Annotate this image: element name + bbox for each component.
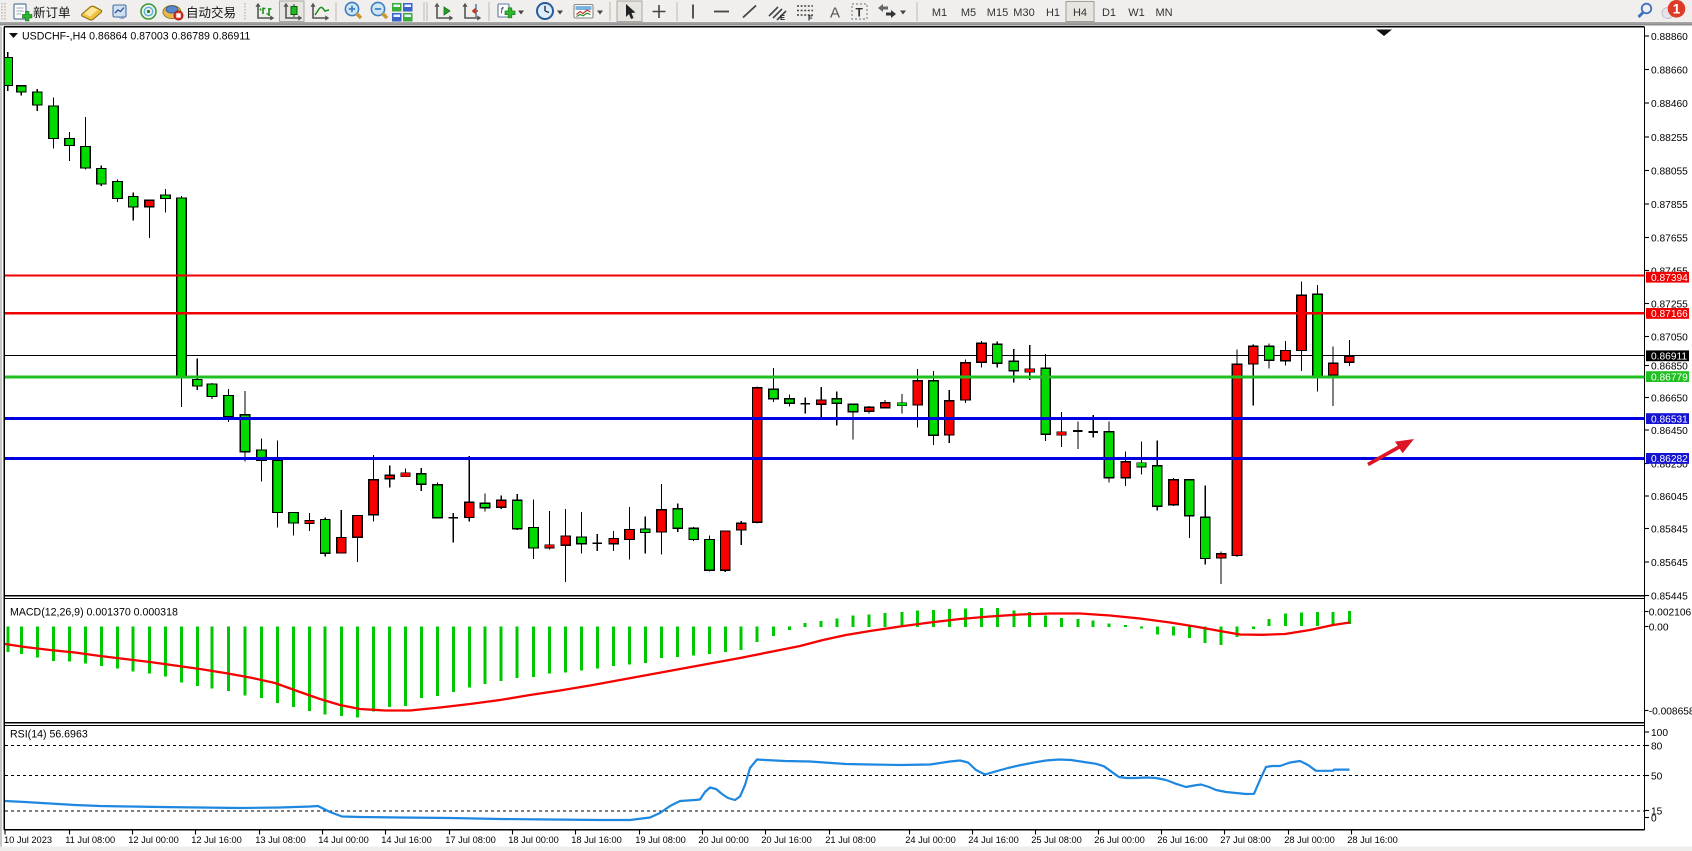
svg-text:0.87166: 0.87166 [1651,309,1688,320]
svg-text:0.002106: 0.002106 [1649,607,1692,618]
svg-text:A: A [830,5,840,22]
svg-text:F: F [808,14,813,23]
svg-text:新订单: 新订单 [33,5,71,20]
svg-text:0.85445: 0.85445 [1651,591,1688,602]
svg-text:T: T [856,6,864,20]
svg-text:10 Jul 2023: 10 Jul 2023 [4,835,52,845]
svg-text:0.86282: 0.86282 [1651,454,1688,465]
svg-text:RSI(14) 56.6963: RSI(14) 56.6963 [10,729,88,741]
svg-text:0.85645: 0.85645 [1651,558,1688,569]
svg-text:f: f [501,6,505,16]
svg-text:26 Jul 00:00: 26 Jul 00:00 [1094,835,1145,845]
svg-text:0.86850: 0.86850 [1651,361,1688,372]
svg-text:11 Jul 08:00: 11 Jul 08:00 [65,835,115,845]
svg-text:13 Jul 08:00: 13 Jul 08:00 [255,835,306,845]
svg-text:19 Jul 08:00: 19 Jul 08:00 [635,835,686,845]
svg-text:0.85845: 0.85845 [1651,524,1688,535]
svg-text:W1: W1 [1128,7,1145,19]
svg-text:M15: M15 [987,7,1008,19]
svg-text:0.88660: 0.88660 [1651,65,1688,76]
svg-text:0.86531: 0.86531 [1651,414,1688,425]
svg-text:0.87394: 0.87394 [1651,273,1688,284]
svg-text:MN: MN [1155,7,1172,19]
svg-text:20 Jul 16:00: 20 Jul 16:00 [761,835,812,845]
svg-text:0.87855: 0.87855 [1651,200,1688,211]
svg-text:50: 50 [1651,771,1663,782]
svg-text:0.86045: 0.86045 [1651,492,1688,503]
svg-text:18 Jul 16:00: 18 Jul 16:00 [571,835,622,845]
svg-text:12 Jul 00:00: 12 Jul 00:00 [128,835,179,845]
svg-text:15: 15 [1651,806,1663,817]
svg-text:28 Jul 00:00: 28 Jul 00:00 [1284,835,1335,845]
svg-text:12 Jul 16:00: 12 Jul 16:00 [191,835,242,845]
svg-text:0.88460: 0.88460 [1651,99,1688,110]
svg-text:自动交易: 自动交易 [186,5,236,20]
svg-text:20 Jul 00:00: 20 Jul 00:00 [698,835,749,845]
svg-text:0: 0 [1651,813,1657,824]
svg-text:0.86650: 0.86650 [1651,393,1688,404]
svg-text:0.00: 0.00 [1649,622,1669,633]
svg-text:80: 80 [1651,741,1663,752]
svg-text:24 Jul 00:00: 24 Jul 00:00 [905,835,956,845]
svg-text:H1: H1 [1046,7,1060,19]
svg-text:H4: H4 [1073,7,1087,19]
svg-text:1: 1 [1673,2,1681,17]
svg-text:0.87050: 0.87050 [1651,332,1688,343]
svg-text:E: E [780,13,785,22]
svg-text:14 Jul 16:00: 14 Jul 16:00 [381,835,432,845]
svg-text:MACD(12,26,9) 0.001370 0.00031: MACD(12,26,9) 0.001370 0.000318 [10,607,178,619]
svg-text:24 Jul 16:00: 24 Jul 16:00 [968,835,1019,845]
svg-text:26 Jul 16:00: 26 Jul 16:00 [1157,835,1208,845]
svg-text:17 Jul 08:00: 17 Jul 08:00 [445,835,496,845]
svg-text:-0.008658: -0.008658 [1649,706,1692,717]
svg-text:14 Jul 00:00: 14 Jul 00:00 [318,835,369,845]
svg-text:18 Jul 00:00: 18 Jul 00:00 [508,835,559,845]
svg-text:27 Jul 08:00: 27 Jul 08:00 [1220,835,1271,845]
svg-text:0.86250: 0.86250 [1651,459,1688,470]
svg-text:M5: M5 [961,7,976,19]
svg-text:0.86779: 0.86779 [1651,372,1688,383]
svg-text:25 Jul 08:00: 25 Jul 08:00 [1031,835,1082,845]
svg-text:0.88860: 0.88860 [1651,32,1688,43]
svg-text:D1: D1 [1102,7,1116,19]
svg-text:0.87655: 0.87655 [1651,233,1688,244]
svg-text:0.87255: 0.87255 [1651,299,1688,310]
svg-text:0.86450: 0.86450 [1651,426,1688,437]
svg-text:0.86911: 0.86911 [1651,352,1687,363]
svg-text:0.88255: 0.88255 [1651,133,1688,144]
svg-text:28 Jul 16:00: 28 Jul 16:00 [1347,835,1398,845]
svg-text:100: 100 [1651,728,1668,739]
svg-text:USDCHF-,H4 0.86864 0.87003 0.: USDCHF-,H4 0.86864 0.87003 0.86789 0.869… [22,31,250,43]
svg-text:0.88055: 0.88055 [1651,166,1688,177]
svg-text:21 Jul 08:00: 21 Jul 08:00 [825,835,876,845]
svg-text:M30: M30 [1013,7,1034,19]
svg-text:M1: M1 [932,7,947,19]
